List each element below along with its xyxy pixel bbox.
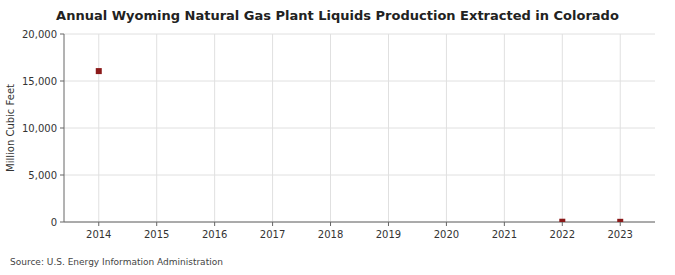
y-grid-line xyxy=(64,128,655,129)
y-tick-label: 20,000 xyxy=(22,29,57,40)
x-tick-label: 2023 xyxy=(608,229,633,240)
y-grid-line xyxy=(64,222,655,223)
x-tick-label: 2015 xyxy=(144,229,169,240)
x-tick-label: 2019 xyxy=(376,229,401,240)
x-tick-label: 2018 xyxy=(318,229,343,240)
data-point xyxy=(617,219,623,222)
x-grid-line xyxy=(214,34,215,222)
data-point xyxy=(559,219,565,222)
x-grid-line xyxy=(272,34,273,222)
x-tick-label: 2020 xyxy=(434,229,459,240)
x-grid-line xyxy=(446,34,447,222)
points xyxy=(96,68,623,222)
x-tick xyxy=(330,222,331,226)
x-tick xyxy=(98,222,99,226)
x-tick-label: 2014 xyxy=(86,229,111,240)
y-tick-label: 10,000 xyxy=(22,123,57,134)
x-tick-label: 2022 xyxy=(550,229,575,240)
x-tick xyxy=(214,222,215,226)
x-tick-label: 2016 xyxy=(202,229,227,240)
x-tick xyxy=(620,222,621,226)
x-tick xyxy=(272,222,273,226)
y-tick xyxy=(60,175,64,176)
x-tick xyxy=(504,222,505,226)
x-tick-label: 2021 xyxy=(492,229,517,240)
y-grid-line xyxy=(64,175,655,176)
x-tick xyxy=(156,222,157,226)
chart-svg: Annual Wyoming Natural Gas Plant Liquids… xyxy=(0,0,675,275)
y-grid-line xyxy=(64,81,655,82)
x-tick xyxy=(562,222,563,226)
x-tick xyxy=(388,222,389,226)
x-grid-line xyxy=(504,34,505,222)
source-note: Source: U.S. Energy Information Administ… xyxy=(10,257,223,267)
y-tick-label: 0 xyxy=(51,217,57,228)
x-grid-line xyxy=(562,34,563,222)
grid xyxy=(64,34,655,222)
x-grid-line xyxy=(620,34,621,222)
y-tick xyxy=(60,128,64,129)
x-grid-line xyxy=(330,34,331,222)
x-grid-line xyxy=(156,34,157,222)
y-axis-label: Million Cubic Feet xyxy=(5,84,16,172)
x-grid-line xyxy=(98,34,99,222)
y-tick xyxy=(60,34,64,35)
y-tick xyxy=(60,81,64,82)
y-grid-line xyxy=(64,34,655,35)
y-tick-label: 15,000 xyxy=(22,76,57,87)
chart-title: Annual Wyoming Natural Gas Plant Liquids… xyxy=(56,8,619,23)
x-tick xyxy=(446,222,447,226)
x-grid-line xyxy=(388,34,389,222)
x-axis-line xyxy=(64,222,655,223)
y-tick-label: 5,000 xyxy=(28,170,57,181)
data-point xyxy=(96,68,102,74)
y-tick xyxy=(60,222,64,223)
x-tick-label: 2017 xyxy=(260,229,285,240)
chart-container: Annual Wyoming Natural Gas Plant Liquids… xyxy=(0,0,675,275)
